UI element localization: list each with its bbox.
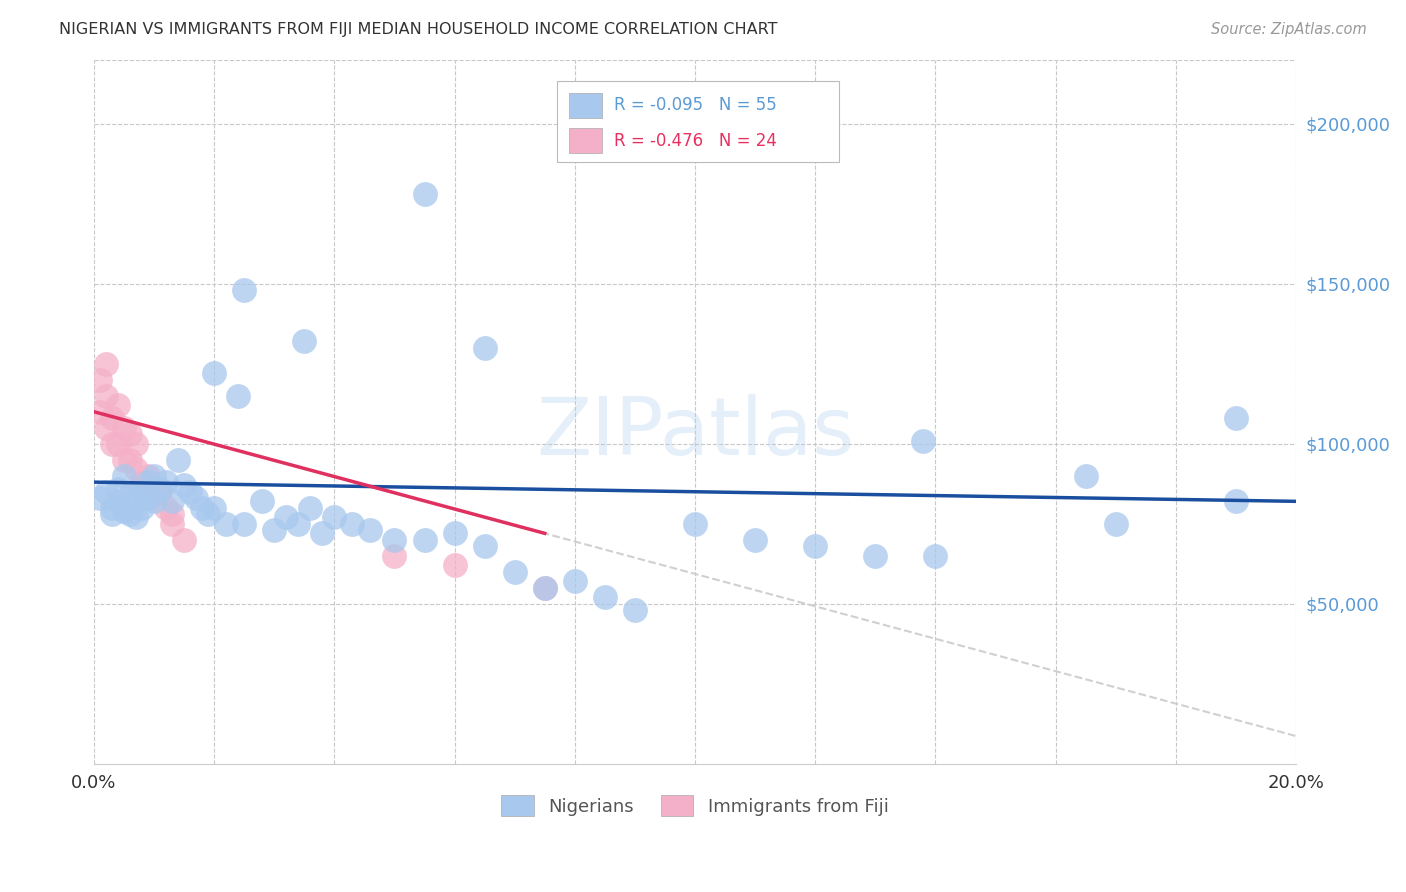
Point — [107, 494, 129, 508]
Point — [342, 516, 364, 531]
Point — [299, 500, 322, 515]
Point — [94, 484, 117, 499]
Point — [160, 516, 183, 531]
Point — [276, 510, 298, 524]
Point — [125, 462, 148, 476]
Point — [1225, 411, 1247, 425]
Point — [125, 491, 148, 505]
Text: Source: ZipAtlas.com: Source: ZipAtlas.com — [1211, 22, 1367, 37]
Point — [160, 507, 183, 521]
FancyBboxPatch shape — [557, 81, 839, 161]
Point — [384, 549, 406, 563]
Point — [443, 558, 465, 573]
Point — [311, 526, 333, 541]
Point — [143, 484, 166, 499]
Point — [624, 603, 647, 617]
Point — [131, 500, 153, 515]
Point — [143, 494, 166, 508]
Point — [215, 516, 238, 531]
Point — [533, 581, 555, 595]
Point — [173, 478, 195, 492]
Point — [125, 510, 148, 524]
Point — [101, 411, 124, 425]
Point — [136, 491, 159, 505]
Point — [263, 523, 285, 537]
Point — [252, 494, 274, 508]
Point — [865, 549, 887, 563]
Point — [292, 334, 315, 349]
Point — [149, 482, 172, 496]
Point — [384, 533, 406, 547]
Point — [101, 507, 124, 521]
Point — [112, 468, 135, 483]
Point — [101, 436, 124, 450]
Point — [155, 475, 177, 490]
Point — [125, 436, 148, 450]
Point — [184, 491, 207, 505]
Point — [136, 468, 159, 483]
Point — [118, 452, 141, 467]
Point — [1225, 494, 1247, 508]
Point — [683, 516, 706, 531]
Point — [149, 484, 172, 499]
Point — [107, 398, 129, 412]
Point — [924, 549, 946, 563]
Point — [413, 187, 436, 202]
Point — [287, 516, 309, 531]
Point — [118, 488, 141, 502]
Point — [112, 452, 135, 467]
Point — [118, 507, 141, 521]
Point — [173, 533, 195, 547]
Point — [474, 341, 496, 355]
Point — [112, 504, 135, 518]
Point — [131, 475, 153, 490]
Point — [912, 434, 935, 448]
Point — [533, 581, 555, 595]
Point — [101, 500, 124, 515]
Point — [226, 389, 249, 403]
Point — [443, 526, 465, 541]
Point — [804, 539, 827, 553]
Text: R = -0.095   N = 55: R = -0.095 N = 55 — [614, 96, 778, 114]
Bar — [569, 128, 602, 153]
Text: ZIPatlas: ZIPatlas — [536, 394, 853, 472]
Point — [474, 539, 496, 553]
Point — [197, 507, 219, 521]
Point — [131, 484, 153, 499]
Point — [89, 405, 111, 419]
Point — [155, 500, 177, 515]
Point — [202, 500, 225, 515]
Point — [160, 494, 183, 508]
Point — [593, 591, 616, 605]
Legend: Nigerians, Immigrants from Fiji: Nigerians, Immigrants from Fiji — [492, 787, 898, 825]
Point — [202, 366, 225, 380]
Point — [94, 357, 117, 371]
Point — [167, 452, 190, 467]
Point — [323, 510, 346, 524]
Point — [564, 574, 586, 589]
Point — [112, 421, 135, 435]
Point — [413, 533, 436, 547]
Point — [1074, 468, 1097, 483]
Point — [744, 533, 766, 547]
Point — [118, 427, 141, 442]
Point — [107, 482, 129, 496]
Point — [233, 516, 256, 531]
Point — [503, 565, 526, 579]
Bar — [569, 93, 602, 118]
Point — [94, 421, 117, 435]
Point — [143, 468, 166, 483]
Point — [94, 389, 117, 403]
Point — [89, 491, 111, 505]
Point — [233, 283, 256, 297]
Point — [89, 373, 111, 387]
Point — [136, 475, 159, 490]
Point — [359, 523, 381, 537]
Text: R = -0.476   N = 24: R = -0.476 N = 24 — [614, 132, 778, 150]
Point — [1105, 516, 1128, 531]
Text: NIGERIAN VS IMMIGRANTS FROM FIJI MEDIAN HOUSEHOLD INCOME CORRELATION CHART: NIGERIAN VS IMMIGRANTS FROM FIJI MEDIAN … — [59, 22, 778, 37]
Point — [179, 484, 201, 499]
Point — [191, 500, 214, 515]
Point — [107, 436, 129, 450]
